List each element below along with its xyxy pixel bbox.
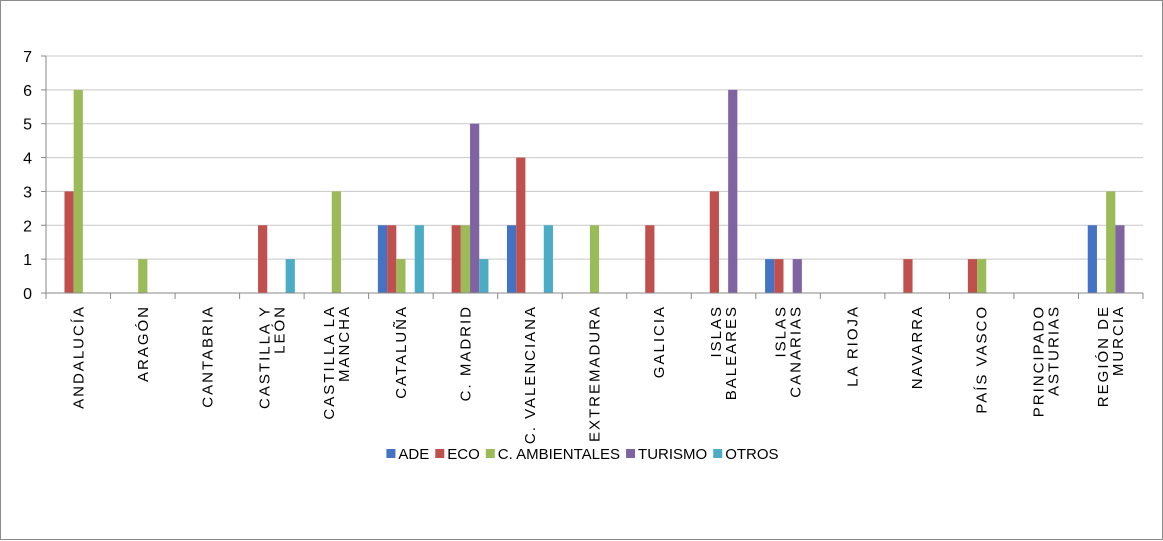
- bar-ade: [765, 259, 775, 293]
- x-category-label-line: NAVARRA: [909, 305, 926, 389]
- bar-eco: [258, 225, 268, 293]
- legend-label: C. AMBIENTALES: [498, 446, 620, 463]
- x-category-label-line: ARAGÓN: [135, 305, 152, 382]
- y-tick-label: 2: [23, 218, 32, 235]
- bar-otros: [543, 225, 553, 293]
- legend-swatch: [626, 449, 636, 458]
- x-category-label-line: MURCIA: [1110, 305, 1127, 376]
- x-category-label-line: LEÓN: [271, 305, 288, 354]
- y-tick-label: 6: [23, 83, 32, 100]
- x-category-label: CASTILLA YLEÓN: [256, 305, 288, 409]
- bar-eco: [903, 259, 913, 293]
- bars: [64, 89, 1125, 293]
- bar-c-ambientales: [73, 89, 83, 293]
- bar-c-ambientales: [1106, 191, 1116, 293]
- bar-ade: [506, 225, 517, 293]
- legend-swatch: [485, 449, 495, 458]
- bar-eco: [451, 225, 461, 293]
- x-category-label-line: ANDALUCÍA: [70, 305, 87, 409]
- bar-c-ambientales: [331, 191, 341, 293]
- x-category-label-line: CANARIAS: [788, 305, 805, 398]
- bar-c-ambientales: [589, 225, 600, 293]
- x-category-label: CATALUÑA: [393, 305, 410, 399]
- x-category-label: C. MADRID: [457, 305, 474, 401]
- bar-eco: [64, 191, 74, 293]
- y-tick-label: 3: [23, 184, 32, 201]
- legend-swatch: [435, 449, 445, 458]
- x-category-label: GALICIA: [651, 305, 668, 378]
- x-category-label: CANTABRIA: [199, 305, 216, 408]
- bar-eco: [516, 157, 526, 293]
- x-category-label: CASTILLA LAMANCHA: [321, 305, 353, 420]
- x-category-label-line: ISLAS: [773, 305, 790, 358]
- bar-eco: [645, 225, 655, 293]
- x-category-label-line: GALICIA: [651, 305, 668, 378]
- legend-swatch: [713, 449, 723, 458]
- y-tick-label: 4: [23, 151, 32, 168]
- bar-otros: [285, 259, 295, 293]
- x-category-label: PAÍS VASCO: [974, 305, 991, 414]
- bar-c-ambientales: [977, 259, 987, 293]
- x-category-label-line: ASTURIAS: [1046, 305, 1063, 396]
- legend-label: OTROS: [725, 446, 778, 463]
- x-category-label-line: PRINCIPADO: [1031, 305, 1048, 417]
- bar-eco: [387, 225, 397, 293]
- x-category-label: ISLASBALEARES: [708, 305, 740, 400]
- x-category-label: ISLASCANARIAS: [773, 305, 805, 398]
- axes: [41, 55, 1144, 299]
- x-category-label-line: PAÍS VASCO: [974, 305, 991, 414]
- bar-otros: [479, 259, 489, 293]
- x-category-label-line: MANCHA: [336, 305, 353, 382]
- y-tick-label: 1: [23, 252, 32, 269]
- legend: ADE ECO C. AMBIENTALES TURISMO OTROS: [386, 446, 779, 463]
- y-tick-label: 0: [23, 286, 32, 303]
- x-category-label-line: CASTILLA Y: [256, 305, 273, 409]
- x-category-label-line: BALEARES: [723, 305, 740, 400]
- bar-turismo: [470, 123, 480, 293]
- x-category-label-line: ISLAS: [708, 305, 725, 358]
- x-category-label-line: CASTILLA LA: [321, 305, 338, 420]
- x-category-label-line: LA RIOJA: [845, 305, 862, 387]
- x-category-label: LA RIOJA: [845, 305, 862, 387]
- bar-turismo: [1115, 225, 1125, 293]
- x-category-label: C. VALENCIANA: [522, 305, 539, 444]
- gridlines: [46, 55, 1143, 260]
- bar-eco: [709, 191, 719, 293]
- legend-label: ECO: [447, 446, 480, 463]
- x-category-label: NAVARRA: [909, 305, 926, 389]
- x-category-label: ANDALUCÍA: [70, 305, 87, 409]
- x-category-label-line: CATALUÑA: [393, 305, 410, 399]
- x-category-label-line: C. MADRID: [457, 305, 474, 401]
- y-tick-label: 7: [23, 49, 32, 66]
- x-category-label: PRINCIPADOASTURIAS: [1031, 305, 1063, 417]
- bar-c-ambientales: [138, 259, 148, 293]
- bar-turismo: [728, 89, 738, 293]
- legend-label: ADE: [398, 446, 429, 463]
- bar-otros: [414, 225, 424, 293]
- bar-ade: [377, 225, 388, 293]
- bar-ade: [1087, 225, 1097, 293]
- x-category-labels: ANDALUCÍA ARAGÓN CANTABRIA CASTILLA YLEÓN CA…: [70, 305, 1127, 444]
- x-category-label-line: CANTABRIA: [199, 305, 216, 408]
- x-category-label-line: C. VALENCIANA: [522, 305, 539, 444]
- y-tick-label: 5: [23, 117, 32, 134]
- x-category-label: ARAGÓN: [135, 305, 152, 382]
- legend-swatch: [386, 449, 396, 458]
- bar-turismo: [792, 259, 802, 293]
- x-category-label-line: REGIÓN DE: [1095, 305, 1112, 407]
- legend-label: TURISMO: [638, 446, 707, 463]
- bar-eco: [967, 259, 978, 293]
- bar-eco: [774, 259, 784, 293]
- x-category-label: EXTREMADURA: [587, 305, 604, 442]
- bar-c-ambientales: [396, 259, 406, 293]
- y-tick-labels: 0 1 2 3 4 5 6 7: [23, 49, 32, 303]
- x-category-label: REGIÓN DEMURCIA: [1095, 305, 1127, 407]
- x-category-label-line: EXTREMADURA: [587, 305, 604, 442]
- bar-c-ambientales: [460, 225, 471, 293]
